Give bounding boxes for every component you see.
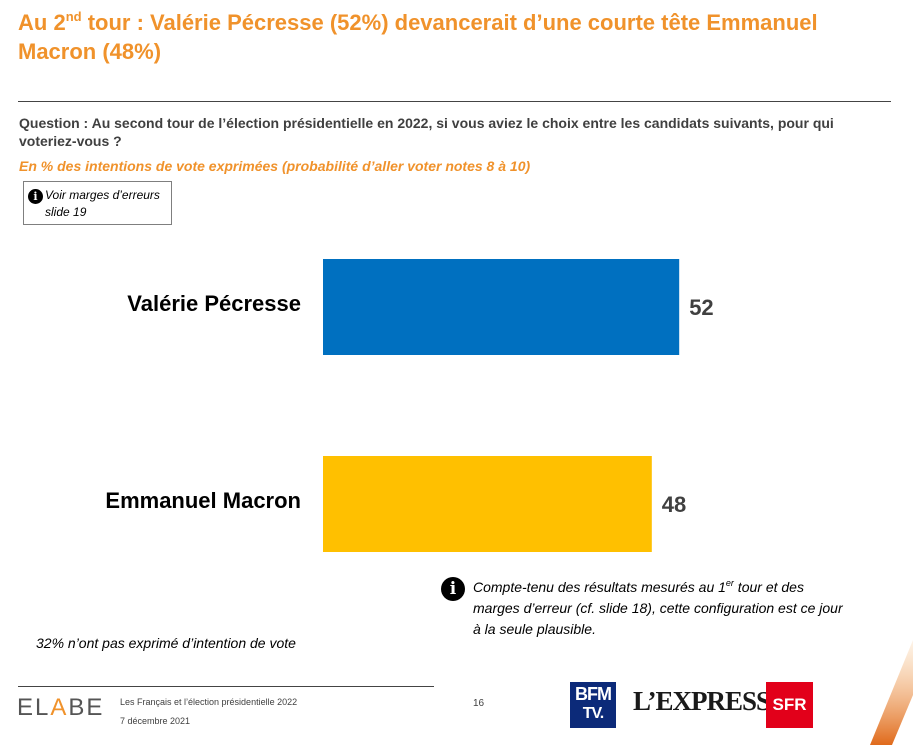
margin-note-box: i Voir marges d’erreurs slide 19: [23, 181, 172, 225]
study-name: Les Français et l’élection présidentiell…: [120, 697, 298, 707]
plausibility-note: Compte-tenu des résultats mesurés au 1er…: [473, 578, 843, 638]
elabe-logo: ELABE: [17, 694, 105, 721]
page-number: 16: [473, 698, 485, 709]
margin-note-text: Voir marges d’erreurs slide 19: [45, 188, 160, 219]
survey-question: Question : Au second tour de l’élection …: [19, 115, 834, 149]
info-icon: i: [28, 189, 43, 204]
bar-macron: [323, 456, 652, 552]
title-divider: [18, 101, 891, 102]
bfmtv-logo: BFM TV.: [570, 682, 616, 728]
no-intention-note: 32% n’ont pas exprimé d’intention de vot…: [36, 635, 296, 651]
bar-pecresse: [323, 259, 680, 355]
sfr-logo: SFR: [766, 682, 813, 728]
data-label: 48: [662, 492, 686, 517]
category-label: Valérie Pécresse: [127, 291, 301, 316]
slide-title: Au 2nd tour : Valérie Pécresse (52%) dev…: [18, 9, 818, 64]
data-label: 52: [689, 295, 713, 320]
footer-divider: [18, 686, 434, 687]
info-icon: i: [441, 577, 465, 601]
chart-subtitle: En % des intentions de vote exprimées (p…: [19, 158, 531, 174]
plausibility-info: i: [441, 577, 465, 601]
category-label: Emmanuel Macron: [105, 488, 301, 513]
decorative-slash: [870, 640, 913, 745]
study-date: 7 décembre 2021: [120, 716, 191, 726]
lexpress-logo: L’EXPRESS: [633, 686, 771, 716]
